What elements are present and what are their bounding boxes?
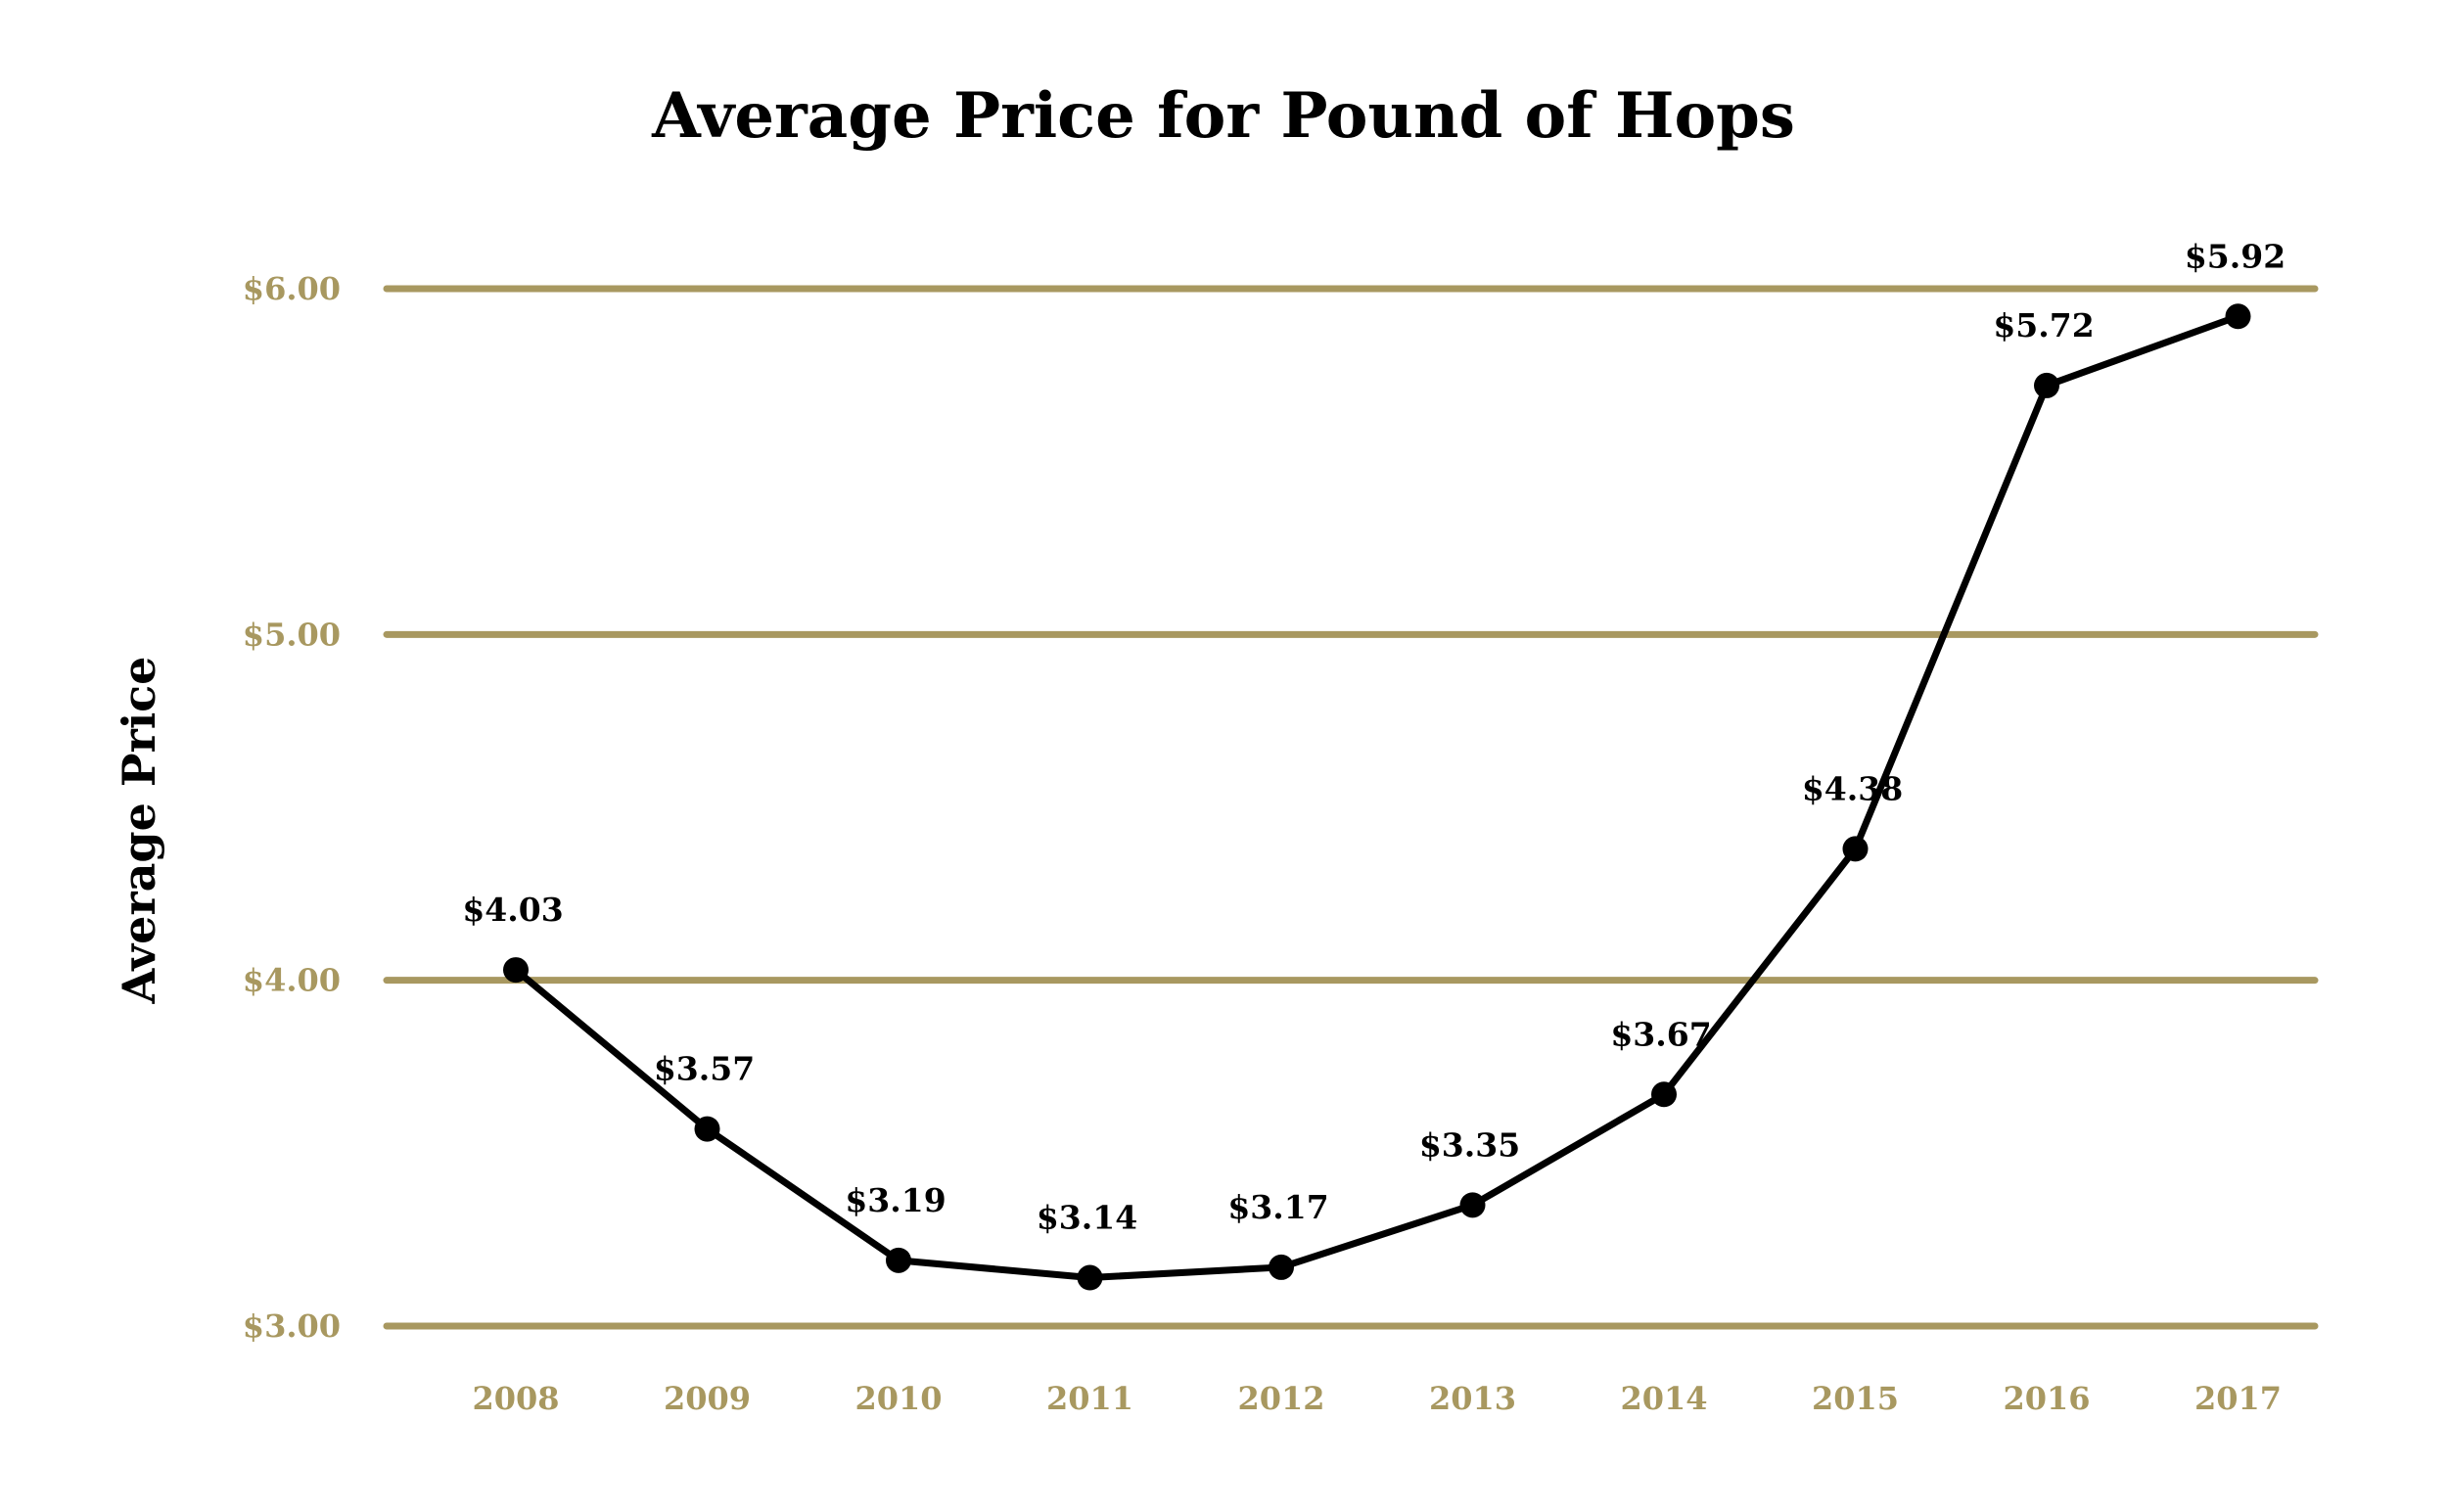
data-label: $3.35 xyxy=(1419,1125,1520,1164)
data-label: $3.19 xyxy=(845,1181,946,1219)
data-label: $5.72 xyxy=(1993,306,2094,344)
data-label: $3.57 xyxy=(654,1050,755,1088)
x-tick-label: 2017 xyxy=(2194,1380,2282,1417)
y-tick-label: $3.00 xyxy=(243,1307,341,1345)
series-line xyxy=(512,312,2241,1282)
data-point xyxy=(1459,1192,1486,1218)
data-label: $3.14 xyxy=(1037,1199,1137,1237)
data-point xyxy=(503,957,529,984)
data-label: $3.17 xyxy=(1227,1188,1328,1226)
x-tick-label: 2008 xyxy=(472,1380,559,1417)
data-point xyxy=(1842,836,1869,862)
gridlines xyxy=(383,285,2319,1330)
data-label: $4.03 xyxy=(462,891,563,929)
x-tick-label: 2016 xyxy=(2003,1380,2090,1417)
y-tick-label: $6.00 xyxy=(243,270,341,307)
data-point xyxy=(2034,372,2059,398)
x-tick-label: 2010 xyxy=(854,1380,942,1417)
x-tick-label: 2012 xyxy=(1237,1380,1324,1417)
data-labels: $4.03 $3.57 $3.19 $3.14 $3.17 $3.35 $3.67 $4.38… xyxy=(462,237,2285,1236)
x-tick-label: 2011 xyxy=(1046,1380,1133,1417)
y-tick-label: $5.00 xyxy=(243,616,341,653)
data-label: $3.67 xyxy=(1610,1015,1711,1053)
chart-title: Average Price for Pound of Hops xyxy=(651,79,1795,153)
x-tick-label: 2009 xyxy=(664,1380,751,1417)
data-point xyxy=(1269,1254,1294,1280)
x-tick-label: 2014 xyxy=(1620,1380,1707,1417)
data-label: $4.38 xyxy=(1802,769,1903,807)
data-point xyxy=(2225,303,2251,330)
x-tick-label: 2013 xyxy=(1429,1380,1516,1417)
y-tick-label: $4.00 xyxy=(243,962,341,999)
series-polyline xyxy=(512,312,2241,1282)
data-point xyxy=(886,1247,911,1273)
y-axis-label: Average Price xyxy=(113,657,165,1005)
x-tick-labels: 2008 2009 2010 2011 2012 2013 2014 2015 2016 2017 xyxy=(472,1380,2282,1417)
y-tick-labels: $3.00 $4.00 $5.00 $6.00 xyxy=(243,270,341,1345)
data-label: $5.92 xyxy=(2185,237,2285,275)
data-point xyxy=(694,1116,720,1142)
data-point xyxy=(1651,1081,1677,1108)
data-points xyxy=(503,303,2251,1291)
data-point xyxy=(1077,1264,1103,1291)
x-tick-label: 2015 xyxy=(1812,1380,1899,1417)
